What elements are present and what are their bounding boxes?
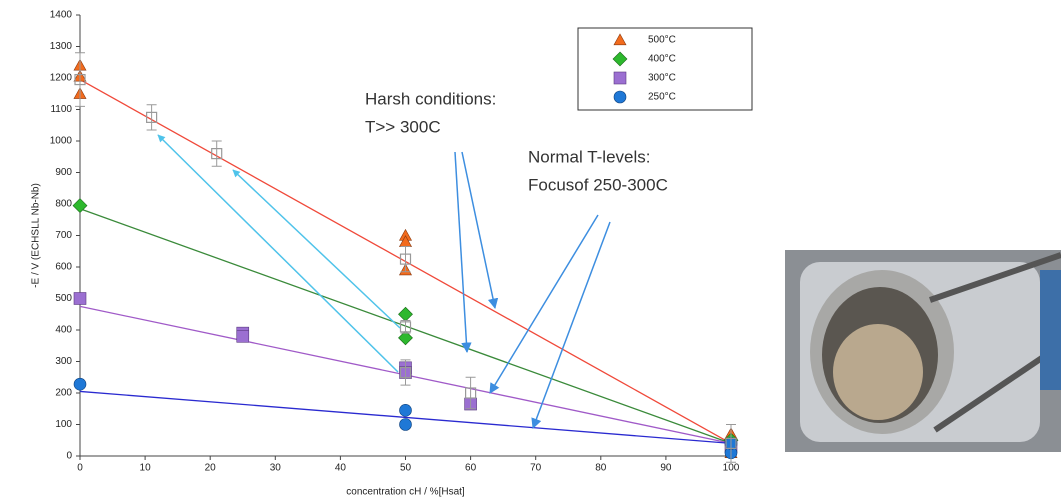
error-bar xyxy=(75,52,85,107)
square-marker xyxy=(613,71,627,85)
y-tick-label: 300 xyxy=(55,356,72,367)
annotation: Normal T-levels: xyxy=(528,147,651,166)
y-tick-label: 1000 xyxy=(50,136,73,147)
x-tick-label: 50 xyxy=(400,463,412,474)
y-tick-label: 600 xyxy=(55,262,72,273)
arrow xyxy=(157,134,399,373)
legend-label: 250°C xyxy=(648,92,676,103)
triangle-marker xyxy=(613,33,627,46)
legend-label: 300°C xyxy=(648,73,676,84)
x-tick-label: 80 xyxy=(595,463,607,474)
error-bar xyxy=(211,140,222,167)
y-tick-label: 400 xyxy=(55,325,72,336)
open-square-marker xyxy=(725,437,737,449)
y-tick-label: 0 xyxy=(66,451,72,462)
error-bar xyxy=(726,424,736,463)
arrow xyxy=(531,221,611,429)
y-tick-label: 700 xyxy=(55,230,72,241)
y-tick-label: 1400 xyxy=(50,10,73,21)
annotation: Harsh conditions: xyxy=(365,89,496,108)
plot: 0100200300400500600700800900100011001200… xyxy=(31,10,753,498)
y-tick-label: 800 xyxy=(55,199,72,210)
legend: 500°C 400°C 300°C 250°C xyxy=(577,27,753,111)
diamond-marker xyxy=(612,51,628,67)
open-square-marker xyxy=(465,387,477,399)
open-square-marker xyxy=(399,321,412,333)
square-marker xyxy=(236,329,250,343)
y-tick-label: 100 xyxy=(55,419,72,430)
x-tick-label: 30 xyxy=(270,463,282,474)
annotation: T>> 300C xyxy=(365,117,441,136)
photo-powder xyxy=(833,324,923,420)
error-bar xyxy=(400,246,411,273)
x-tick-label: 40 xyxy=(335,463,347,474)
open-square-marker xyxy=(399,366,412,379)
x-tick-label: 10 xyxy=(140,463,152,474)
error-bar xyxy=(146,104,157,131)
x-tick-label: 60 xyxy=(465,463,477,474)
x-tick-label: 100 xyxy=(723,463,740,474)
open-square-marker xyxy=(146,111,158,123)
arrow xyxy=(232,169,401,329)
diamond-marker xyxy=(72,198,88,213)
x-tick-label: 90 xyxy=(660,463,672,474)
y-tick-label: 1200 xyxy=(50,73,73,84)
circle-marker xyxy=(399,418,412,431)
error-bar xyxy=(465,376,476,410)
diamond-marker xyxy=(398,330,413,346)
arrow xyxy=(454,151,472,354)
legend-label: 500°C xyxy=(648,35,676,46)
arrow xyxy=(461,151,499,310)
error-bar xyxy=(400,359,411,386)
y-tick-label: 900 xyxy=(55,167,72,178)
y-tick-label: 500 xyxy=(55,293,72,304)
y-axis-label: -E / V (ECHSLL Nb-Nb) xyxy=(31,183,42,288)
y-tick-label: 1100 xyxy=(50,104,72,115)
square-marker xyxy=(73,292,87,305)
circle-marker xyxy=(73,377,87,391)
arrow xyxy=(489,214,599,394)
circle-marker xyxy=(613,90,627,104)
open-square-marker xyxy=(74,73,86,86)
x-axis-label: concentration cH / %[Hsat] xyxy=(346,487,465,498)
annotation-arrows xyxy=(157,134,611,429)
annotation: Focusof 250-300C xyxy=(528,175,668,194)
error-bar xyxy=(400,320,411,334)
x-tick-label: 0 xyxy=(77,463,83,474)
x-tick-label: 20 xyxy=(205,463,217,474)
y-tick-label: 200 xyxy=(55,388,72,399)
y-tick-label: 1300 xyxy=(50,41,73,52)
photo xyxy=(785,250,1061,452)
trend-line xyxy=(79,390,732,445)
circle-marker xyxy=(399,404,412,417)
photo-object xyxy=(1040,270,1061,390)
legend-label: 400°C xyxy=(648,54,676,65)
diamond-marker xyxy=(398,306,413,322)
x-tick-label: 70 xyxy=(530,463,542,474)
open-square-marker xyxy=(211,148,223,160)
legend-box xyxy=(577,27,753,111)
open-square-marker xyxy=(399,253,412,265)
